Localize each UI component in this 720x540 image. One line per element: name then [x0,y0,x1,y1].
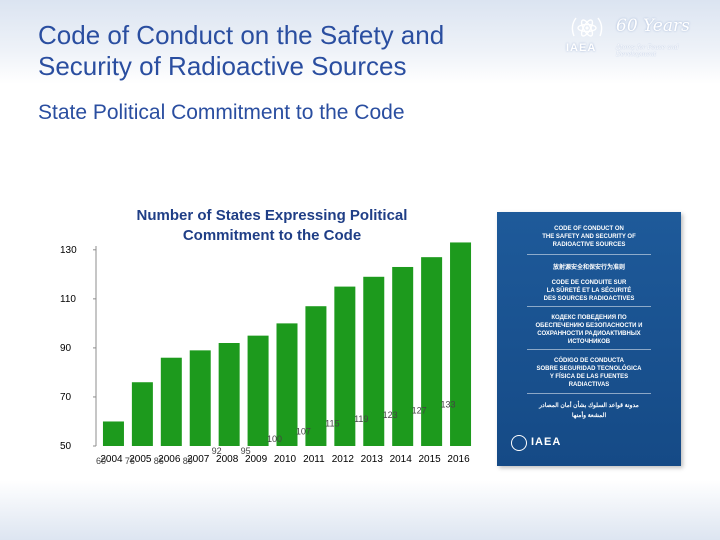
slide-subtitle: State Political Commitment to the Code [38,101,405,124]
cover-title-line: КОДЕКС ПОВЕДЕНИЯ ПО [551,315,627,321]
iaea-emblem-icon [511,435,527,451]
data-label: 95 [241,446,251,456]
x-tick-label: 2008 [216,454,239,465]
cover-title-line: 放射源安全和保安行为准则 [552,265,625,271]
data-label: 89 [183,456,193,466]
bar [160,357,182,446]
data-label: 76 [125,456,135,466]
data-label: 86 [154,456,164,466]
bar [363,276,385,446]
x-tick-label: 2015 [418,454,441,465]
data-label: 119 [354,414,368,424]
bar [305,306,327,446]
data-label: 123 [383,410,398,420]
cover-title-line: СОХРАННОСТИ РАДИОАКТИВНЫХ [537,331,641,337]
cover-org-name: IAEA [531,436,562,448]
chart-axes: 50 70 90 110 130 [60,245,97,452]
anniversary-label: 60 Years [616,16,690,36]
bar [247,335,269,446]
data-label: 115 [325,418,339,428]
cover-title-line: RADIACTIVAS [568,382,610,388]
x-tick-label: 2016 [447,454,470,465]
x-tick-label: 2009 [245,454,268,465]
cover-title-line: RADIOACTIVE SOURCES [552,242,626,248]
cover-title-line: DES SOURCES RADIOACTIVES [543,296,635,302]
footer-band [0,480,720,540]
data-label: 100 [267,434,282,444]
chart-title: Number of States Expressing Political Co… [136,207,408,244]
logo-tagline: Atoms for Peace and Development [616,44,679,58]
cover-divider [527,349,651,350]
x-tick-label: 2014 [390,454,413,465]
cover-title-line: Y FÍSICA DE LAS FUENTES [549,374,629,380]
cover-title-line: CODE OF CONDUCT ON [554,226,624,232]
x-tick-label: 2006 [158,454,181,465]
y-tick-label: 50 [60,441,72,452]
header-band [0,0,720,84]
chart-bars [102,242,472,446]
iaea-60-years-logo: 60 Years IAEA Atoms for Peace and Develo… [560,10,710,60]
data-label: 127 [412,406,427,416]
bar [189,350,211,446]
x-tick-label: 2007 [187,454,210,465]
x-tick-label: 2012 [332,454,355,465]
data-label: 133 [441,399,456,409]
x-tick-label: 2011 [303,454,325,465]
cover-divider [527,306,651,307]
bar [392,266,414,446]
data-label: 60 [96,456,106,466]
bar [218,343,240,446]
bar [102,421,124,446]
y-tick-label: 90 [60,343,72,354]
logo-org-name: IAEA [566,42,597,54]
data-label: 92 [212,446,222,456]
publication-cover: IAEA CODE OF CONDUCT ON THE SAFETY AND SE… [497,212,681,466]
bar [450,242,472,446]
iaea-emblem-icon [571,17,603,37]
y-tick-label: 130 [60,245,77,256]
cover-title-line: SOBRE SEGURIDAD TECNOLÓGICA [536,366,642,372]
cover-title-line: مدونة قواعد السلوك بشأن أمان المصادر [539,403,639,409]
x-tick-label: 2013 [361,454,384,465]
cover-title-line: THE SAFETY AND SECURITY OF [542,234,636,240]
bar [421,257,443,446]
cover-title-line: CODE DE CONDUITE SUR [551,280,627,286]
x-tick-label: 2010 [274,454,297,465]
bar [276,323,298,446]
cover-title-line: ОБЕСПЕЧЕНИЮ БЕЗОПАСНОСТИ И [535,323,643,329]
cover-title-line: ИСТОЧНИКОВ [567,339,611,345]
bar [334,286,356,446]
cover-divider [527,393,651,394]
y-tick-label: 110 [60,294,76,305]
data-label: 107 [296,427,311,437]
cover-title-line: CÓDIGO DE CONDUCTA [554,358,624,364]
cover-title-line: LA SÛRETÉ ET LA SÉCURITÉ [546,288,632,294]
slide-title: Code of Conduct on the Safety and Securi… [38,20,445,81]
bar [131,382,153,446]
y-tick-label: 70 [60,392,72,403]
x-tick-label: 2005 [129,454,152,465]
cover-divider [527,254,651,255]
cover-title-line: المشعة وأمنها [571,413,607,419]
x-tick-label: 2004 [100,454,123,465]
